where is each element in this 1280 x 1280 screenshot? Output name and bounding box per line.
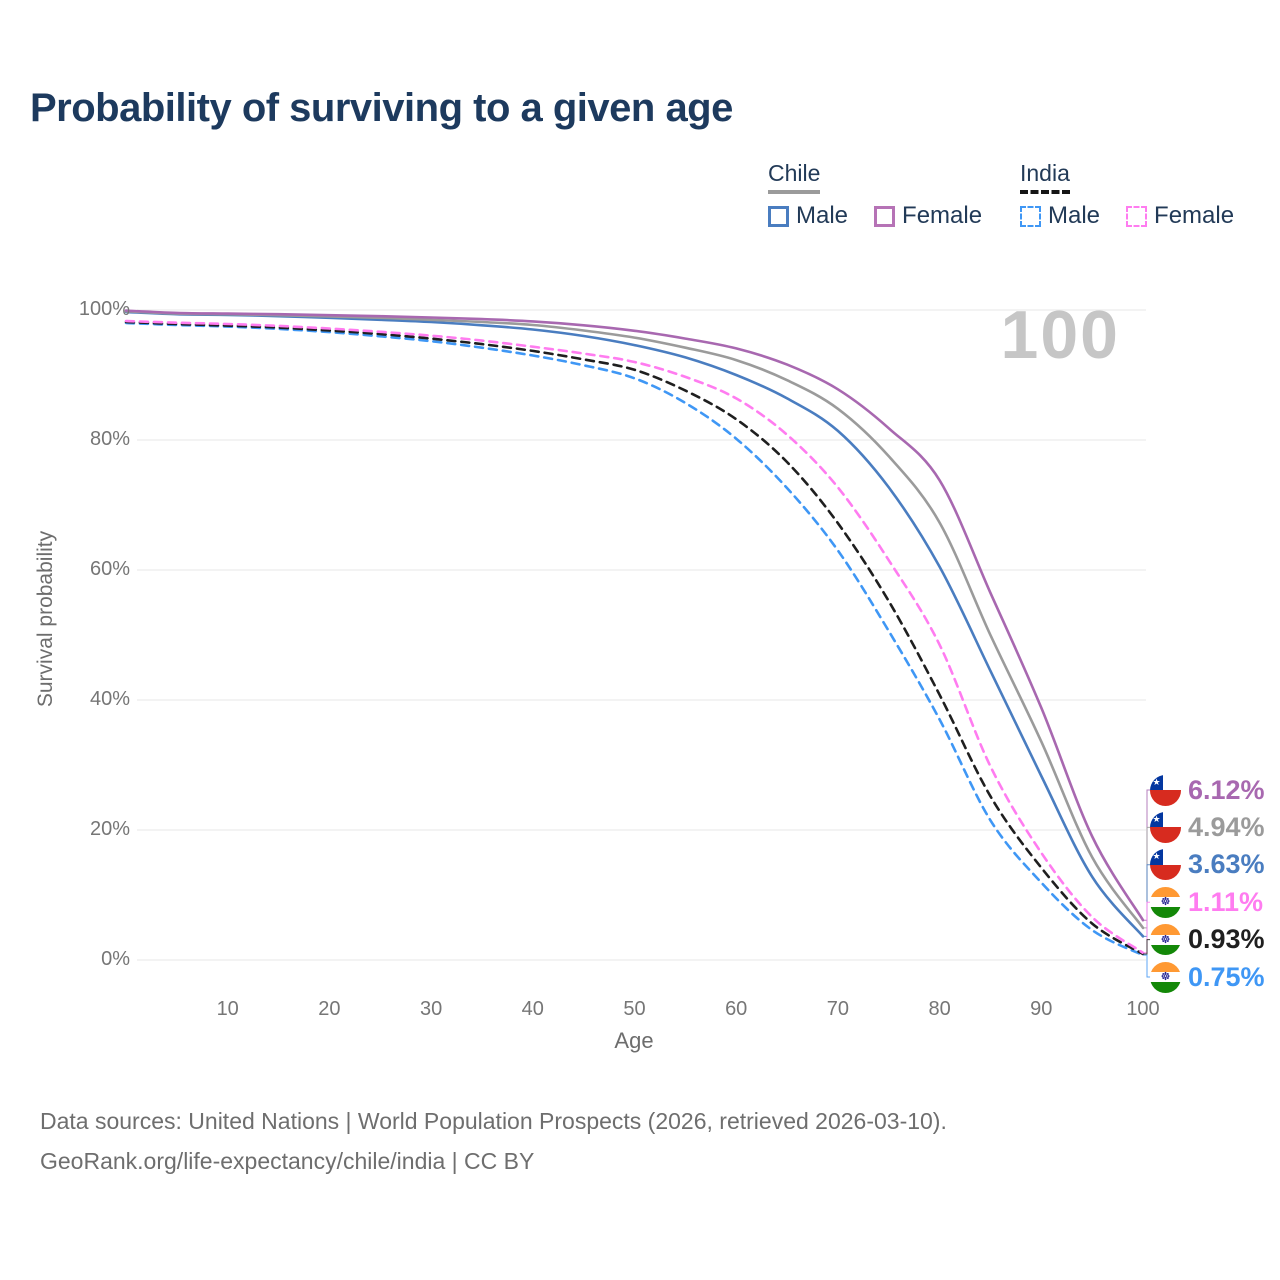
y-tick-label: 80% (89, 428, 130, 450)
end-label-row: ★ 6.12% (1150, 774, 1265, 806)
attribution-link[interactable]: GeoRank.org/life-expectancy/chile/india … (40, 1148, 535, 1174)
x-tick-label: 90 (1030, 998, 1053, 1020)
x-axis-title: Age (614, 1028, 654, 1053)
x-tick-label: 80 (928, 998, 951, 1020)
x-tick-label: 60 (725, 998, 748, 1020)
legend-item-india-male[interactable]: Male (1020, 202, 1100, 230)
end-label-row: ☸ 0.75% (1150, 961, 1265, 993)
end-label-value: 0.75% (1188, 961, 1265, 992)
page-title: Probability of surviving to a given age (30, 86, 733, 130)
x-tick-label: 40 (521, 998, 544, 1020)
y-tick-label: 40% (89, 688, 130, 710)
end-label-value: 4.94% (1188, 811, 1265, 842)
x-tick-label: 30 (419, 998, 443, 1020)
end-label-row: ☸ 1.11% (1150, 886, 1263, 918)
india-flag-icon: ☸ (1150, 924, 1181, 956)
end-label-row: ★ 3.63% (1150, 849, 1265, 881)
legend-group-title: India (1020, 160, 1070, 194)
x-tick-label: 70 (826, 998, 850, 1020)
line-style-swatch-icon (768, 205, 789, 227)
line-style-swatch-icon (1126, 205, 1148, 227)
chile-flag-icon: ★ (1150, 774, 1181, 806)
legend-item-label: Female (1154, 202, 1235, 229)
x-tick-label: 50 (623, 998, 646, 1020)
data-sources-note: Data sources: United Nations | World Pop… (40, 1108, 947, 1134)
end-label-value: 1.11% (1188, 886, 1264, 917)
x-tick-label: 20 (318, 998, 341, 1020)
chile-flag-icon: ★ (1150, 849, 1181, 881)
legend-group-title: Chile (768, 160, 821, 194)
line-style-swatch-icon (874, 205, 896, 227)
line-style-swatch-icon (1020, 205, 1041, 227)
end-label-row: ☸ 0.93% (1150, 924, 1265, 956)
legend-item-label: Male (1048, 202, 1101, 229)
legend-item-chile-male[interactable]: Male (768, 202, 848, 230)
legend-item-label: Male (796, 202, 849, 229)
x-tick-label: 10 (216, 998, 239, 1020)
y-tick-label: 100% (78, 298, 130, 320)
end-label-value: 3.63% (1188, 849, 1265, 880)
legend-item-india-female[interactable]: Female (1126, 202, 1234, 230)
end-label-row: ★ 4.94% (1150, 811, 1265, 843)
legend-group-india: India Male Female (1020, 160, 1234, 230)
legend-group-chile: Chile Male Female (768, 160, 982, 230)
y-tick-label: 20% (89, 818, 130, 840)
legend-item-label: Female (902, 202, 983, 229)
chile-flag-icon: ★ (1150, 811, 1181, 843)
y-tick-label: 60% (89, 558, 130, 580)
y-tick-label: 0% (101, 948, 130, 970)
y-axis-title: Survival probability (34, 530, 57, 708)
x-tick-label: 100 (1126, 998, 1160, 1020)
end-label-value: 6.12% (1188, 774, 1265, 805)
india-flag-icon: ☸ (1150, 886, 1181, 918)
age-readout: 100 (1000, 297, 1120, 373)
end-label-value: 0.93% (1188, 924, 1265, 955)
legend-item-chile-female[interactable]: Female (874, 202, 982, 230)
india-flag-icon: ☸ (1150, 961, 1181, 993)
